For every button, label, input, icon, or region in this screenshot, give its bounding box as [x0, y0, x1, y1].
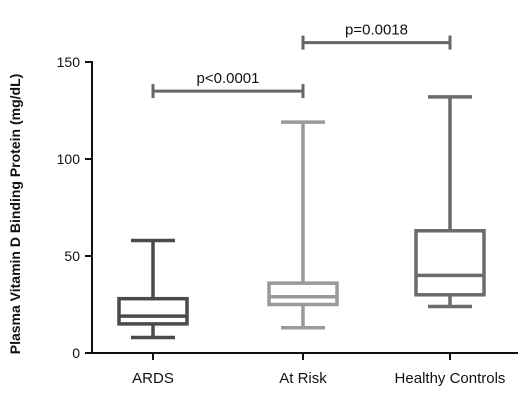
- box-1-iqr: [267, 281, 339, 307]
- axes: 0 50 100 150 ARDS At Risk Healthy Controls: [57, 54, 518, 387]
- y-tick-label-3: 150: [57, 54, 81, 70]
- x-tick-label-1: At Risk: [279, 370, 327, 387]
- y-axis-label: Plasma Vitamin D Binding Protein (mg/dL): [7, 74, 23, 355]
- y-tick-label-1: 50: [64, 248, 80, 264]
- box-2-iqr: [414, 229, 486, 297]
- y-tick-label-0: 0: [72, 345, 80, 361]
- annotation-0-label: p<0.0001: [197, 70, 260, 87]
- x-tick-label-0: ARDS: [132, 370, 174, 387]
- annotation-1: p=0.0018: [301, 22, 452, 50]
- box-0-iqr: [117, 296, 189, 326]
- annotation-0: p<0.0001: [151, 70, 305, 99]
- significance-annotations: p<0.0001 p=0.0018: [151, 22, 452, 99]
- annotation-1-label: p=0.0018: [345, 22, 408, 39]
- boxes: [117, 95, 486, 340]
- box-1: [267, 120, 339, 330]
- box-0: [117, 238, 189, 340]
- y-tick-label-2: 100: [57, 151, 81, 167]
- box-2: [414, 95, 486, 309]
- x-tick-label-2: Healthy Controls: [395, 370, 506, 387]
